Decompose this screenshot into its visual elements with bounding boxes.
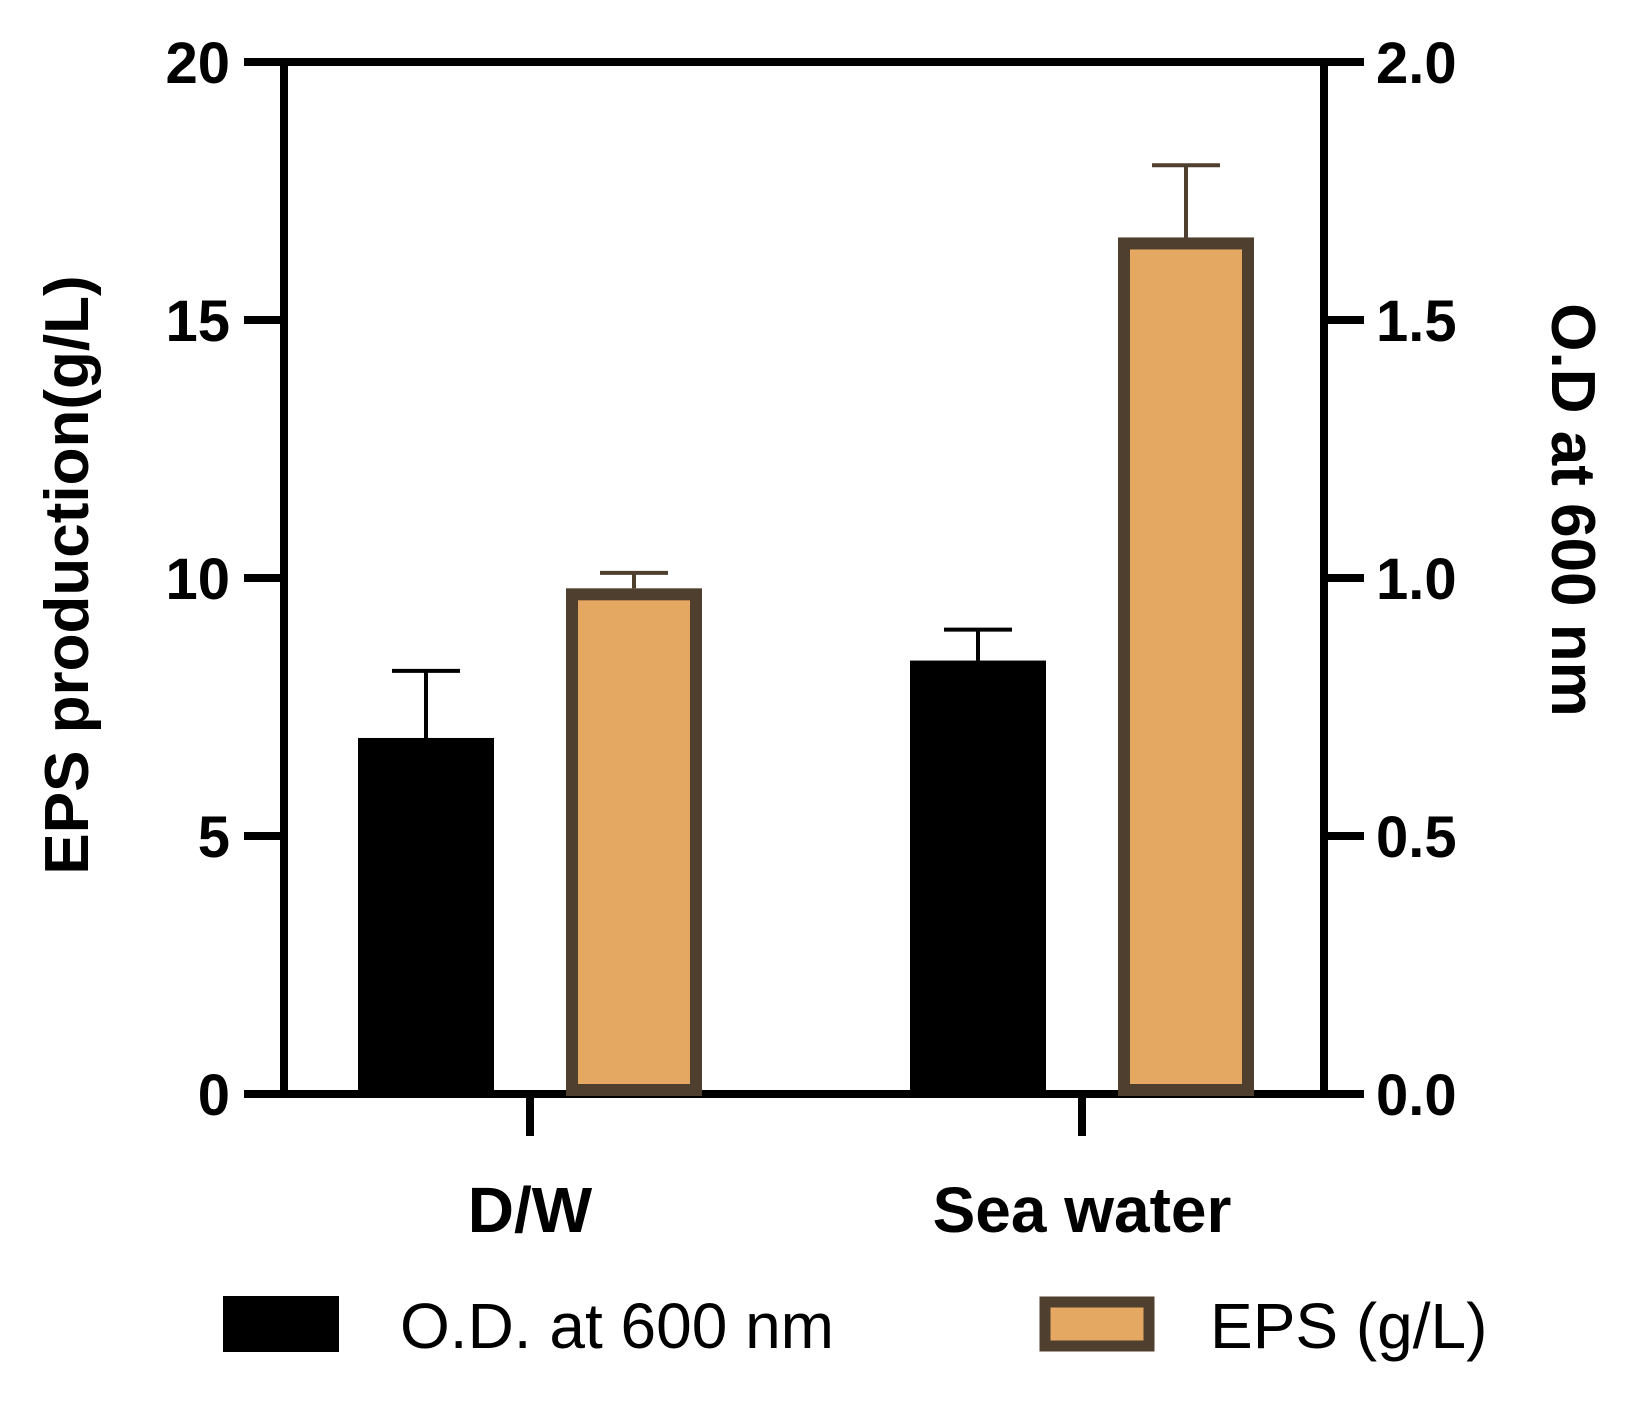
bar-od bbox=[910, 660, 1046, 1096]
bar-eps bbox=[1118, 237, 1254, 1096]
bar-od bbox=[358, 737, 494, 1097]
right-tick-label: 1.0 bbox=[1376, 547, 1457, 612]
legend-label-od: O.D. at 600 nm bbox=[400, 1290, 834, 1362]
left-tick-label: 20 bbox=[165, 31, 230, 96]
category-label: Sea water bbox=[933, 1174, 1232, 1246]
category-labels: D/W Sea water bbox=[468, 1094, 1232, 1246]
legend: O.D. at 600 nm EPS (g/L) bbox=[223, 1290, 1487, 1362]
legend-swatch-od bbox=[223, 1296, 339, 1352]
left-tick-label: 10 bbox=[165, 547, 230, 612]
left-tick-label: 5 bbox=[198, 805, 230, 870]
right-tick-label: 2.0 bbox=[1376, 31, 1457, 96]
right-axis-ticks: 0.0 0.5 1.0 1.5 2.0 bbox=[1324, 31, 1457, 1128]
bar-eps bbox=[566, 588, 702, 1096]
right-tick-label: 0.5 bbox=[1376, 805, 1457, 870]
left-axis-ticks: 0 5 10 15 20 bbox=[165, 31, 284, 1128]
right-tick-label: 1.5 bbox=[1376, 289, 1457, 354]
legend-swatch-eps bbox=[1039, 1296, 1155, 1352]
right-axis-title: O.D at 600 nm bbox=[1538, 303, 1607, 716]
left-axis-title: EPS production(g/L) bbox=[33, 275, 102, 874]
legend-label-eps: EPS (g/L) bbox=[1210, 1290, 1487, 1362]
right-tick-label: 0.0 bbox=[1376, 1063, 1457, 1128]
left-tick-label: 0 bbox=[198, 1063, 230, 1128]
bars bbox=[358, 163, 1254, 1097]
left-tick-label: 15 bbox=[165, 289, 230, 354]
category-label: D/W bbox=[468, 1174, 593, 1246]
